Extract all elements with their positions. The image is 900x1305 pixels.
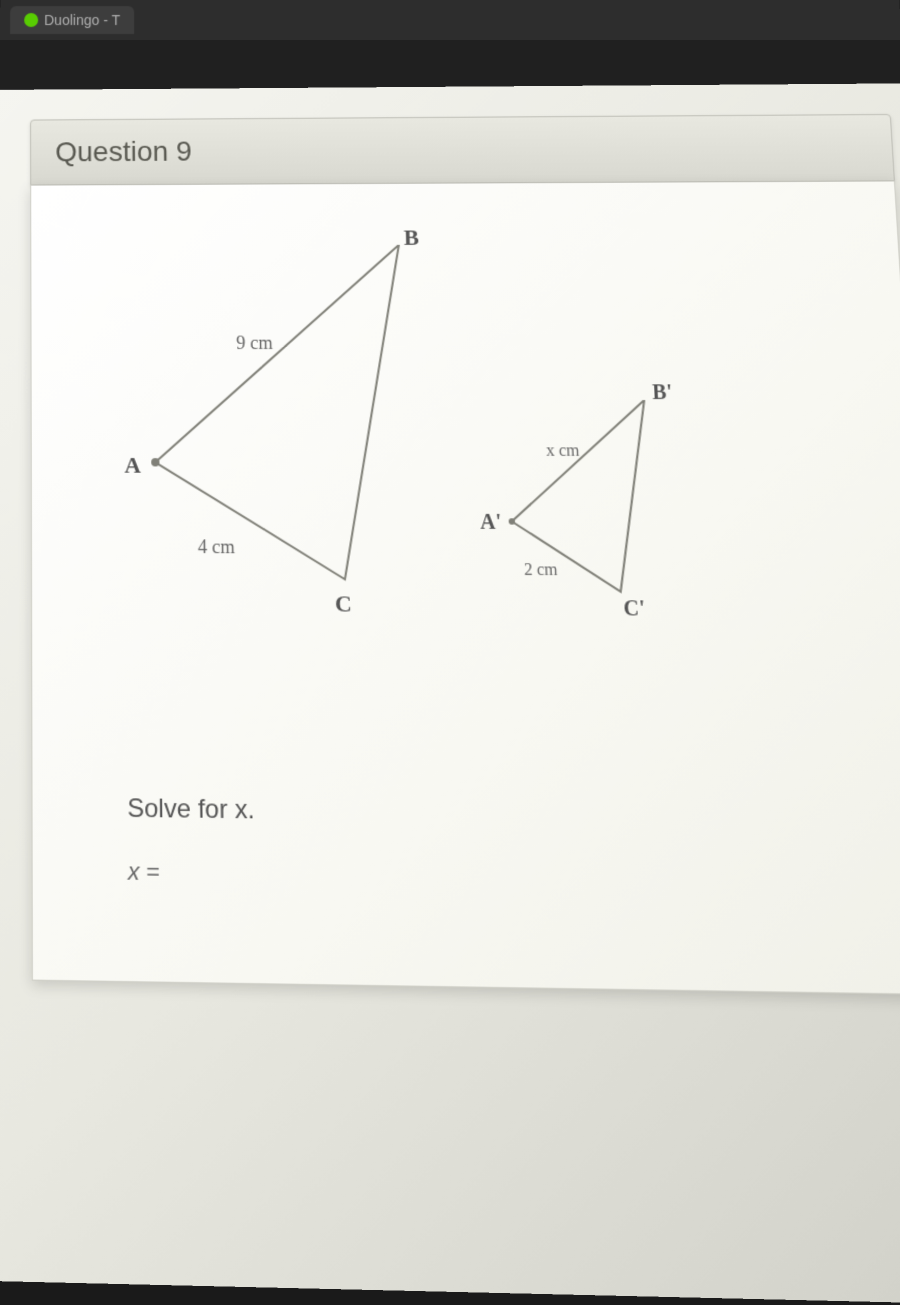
answer-label: x = [128,858,160,886]
triangle-large: A B C 9 cm 4 cm [143,245,463,629]
side-ac-prime-label: 2 cm [524,561,558,580]
vertex-a-label: A [124,452,141,479]
triangle-abc-svg [143,245,462,623]
figure-area: A B C 9 cm 4 cm A' B' C' x cm 2 cm [82,223,875,758]
side-ab-prime-label: x cm [546,442,580,461]
triangle-abc-outline [153,245,408,580]
vertex-b-label: B [403,224,419,251]
prompt-text: Solve for x. [127,794,879,834]
triangle-abc-prime-svg [497,400,697,625]
triangle-small: A' B' C' x cm 2 cm [497,400,697,630]
vertex-c-prime-label: C' [623,597,645,622]
question-body: A B C 9 cm 4 cm A' B' C' x cm 2 cm Solve… [30,181,900,995]
vertex-b-prime-label: B' [652,381,673,405]
tab-label: Duolingo - T [44,12,120,28]
browser-tab-bar: Duolingo - T [0,0,900,40]
question-header: Question 9 [30,114,895,186]
vertex-a-prime-label: A' [480,511,502,536]
question-title: Question 9 [55,136,192,168]
page-container: Question 9 A B C 9 cm 4 cm [0,83,900,1305]
side-ac-label: 4 cm [198,536,235,558]
answer-line: x = [128,858,884,897]
address-bar[interactable] [0,40,900,90]
browser-tab[interactable]: Duolingo - T [10,6,134,34]
side-ab-label: 9 cm [236,332,273,354]
vertex-c-label: C [335,590,352,618]
duolingo-icon [24,13,38,27]
